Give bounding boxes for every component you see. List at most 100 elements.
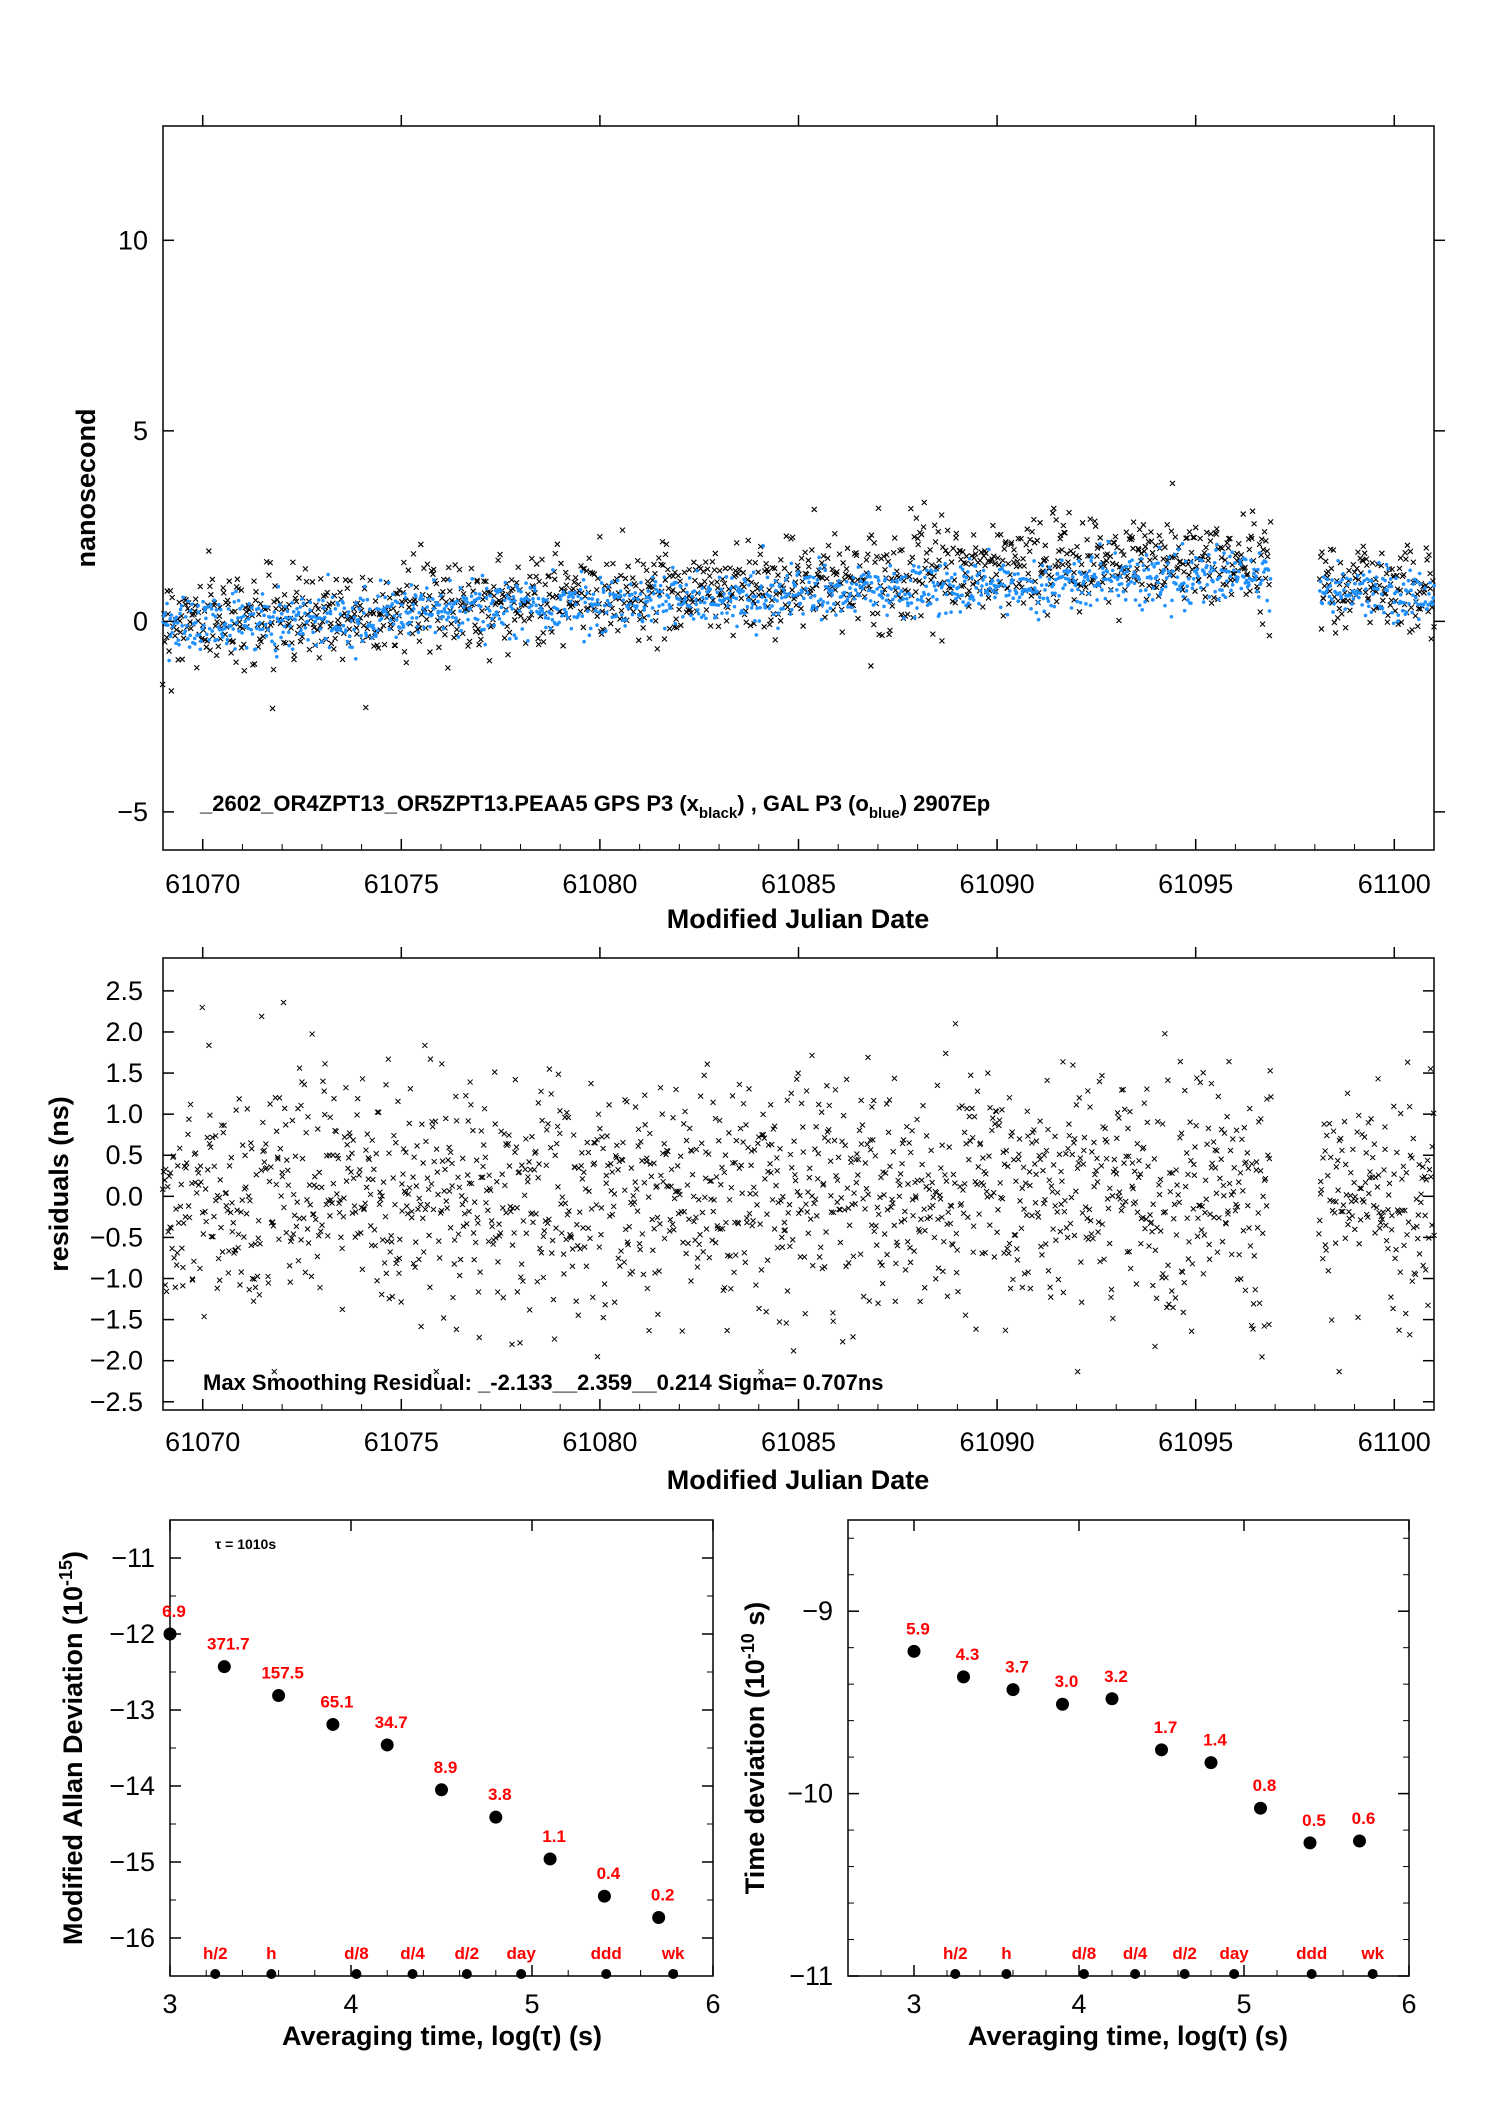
gal-point (631, 596, 636, 601)
residual-point (906, 1140, 913, 1146)
gal-point (352, 627, 356, 632)
gal-point (1060, 558, 1064, 563)
gal-point (657, 604, 661, 608)
gal-point (984, 582, 989, 587)
gps-point (260, 633, 267, 640)
residual-point (266, 1178, 273, 1185)
gal-point (454, 616, 458, 620)
residual-point (843, 1263, 849, 1270)
gps-point (867, 663, 874, 669)
residual-point (557, 1108, 563, 1114)
residual-point (587, 1235, 593, 1242)
residual-point (202, 1208, 208, 1215)
residual-point (435, 1238, 442, 1244)
residual-point (1084, 1088, 1091, 1094)
residual-point (427, 1056, 434, 1062)
tau-marker-label: day (506, 1944, 536, 1963)
gal-point (386, 580, 391, 585)
gal-point (312, 614, 317, 619)
gal-point (562, 592, 567, 597)
gal-point (1350, 602, 1354, 606)
gal-point (1079, 572, 1083, 576)
gal-point (494, 610, 499, 614)
residual-point (1183, 1150, 1190, 1156)
gal-point (1342, 588, 1346, 592)
residual-point (407, 1085, 414, 1092)
gal-point (974, 585, 978, 590)
gal-point (720, 611, 724, 615)
residual-point (695, 1196, 702, 1203)
gps-point (1148, 538, 1155, 545)
gal-point (450, 605, 454, 609)
gal-point (900, 575, 905, 580)
residual-point (853, 1179, 860, 1186)
tdev-ylabel-end: s) (740, 1602, 770, 1634)
residual-point (980, 1155, 986, 1161)
gal-point (593, 608, 598, 613)
residual-point (1203, 1196, 1210, 1203)
residual-point (442, 1115, 449, 1122)
residual-point (1151, 1156, 1158, 1162)
stability-point (1006, 1683, 1020, 1697)
gal-point (960, 593, 964, 598)
residual-point (749, 1222, 756, 1229)
gal-point (604, 629, 608, 633)
gal-point (386, 604, 390, 609)
gal-point (246, 617, 251, 621)
gal-point (286, 630, 291, 635)
gal-point (976, 581, 980, 585)
gal-point (266, 627, 271, 632)
residual-point (711, 1197, 717, 1203)
residual-point (869, 1103, 875, 1110)
residual-point (1039, 1251, 1045, 1258)
residual-point (475, 1220, 481, 1226)
residual-point (1228, 1251, 1235, 1258)
residual-point (852, 1200, 859, 1207)
gal-point (1053, 577, 1058, 582)
gps-point (1026, 548, 1033, 555)
residual-point (774, 1167, 781, 1174)
residual-point (966, 1113, 973, 1120)
residual-point (179, 1245, 185, 1252)
gal-point (534, 603, 538, 608)
gps-point (282, 640, 289, 647)
gps-point (1257, 609, 1264, 615)
stability-point-label: 6.9 (162, 1602, 186, 1621)
gps-point (1428, 635, 1435, 642)
residual-point (185, 1131, 191, 1138)
residual-point (1354, 1129, 1361, 1135)
residual-point (1369, 1154, 1376, 1161)
gps-point (1242, 564, 1248, 571)
residual-point (413, 1183, 420, 1189)
residual-point (902, 1267, 909, 1273)
gal-point (1100, 588, 1104, 592)
residual-point (1322, 1242, 1329, 1248)
gps-point (1225, 545, 1232, 551)
gps-point (176, 599, 183, 606)
gps-point (1213, 526, 1220, 532)
residual-point (779, 1244, 786, 1250)
gal-point (1410, 610, 1414, 615)
residual-point (784, 1097, 791, 1104)
gal-point (162, 614, 166, 618)
residual-point (1390, 1305, 1396, 1312)
residual-point (390, 1175, 397, 1181)
residual-point (1156, 1191, 1163, 1198)
gal-point (421, 606, 425, 611)
residual-point (312, 1216, 319, 1223)
residual-point (447, 1224, 454, 1231)
gal-point (645, 599, 650, 604)
gps-point (904, 611, 911, 618)
residual-point (279, 1173, 286, 1180)
residual-point (747, 1190, 753, 1197)
residual-point (161, 1177, 168, 1183)
x-tick-label: 5 (524, 1989, 539, 2019)
gal-point (725, 611, 729, 615)
residual-point (1348, 1198, 1355, 1205)
gps-point (1118, 548, 1125, 554)
gps-point (253, 588, 259, 595)
gal-point (958, 610, 963, 614)
gal-point (194, 620, 198, 625)
residual-point (373, 1150, 380, 1157)
residual-point (940, 1238, 947, 1245)
